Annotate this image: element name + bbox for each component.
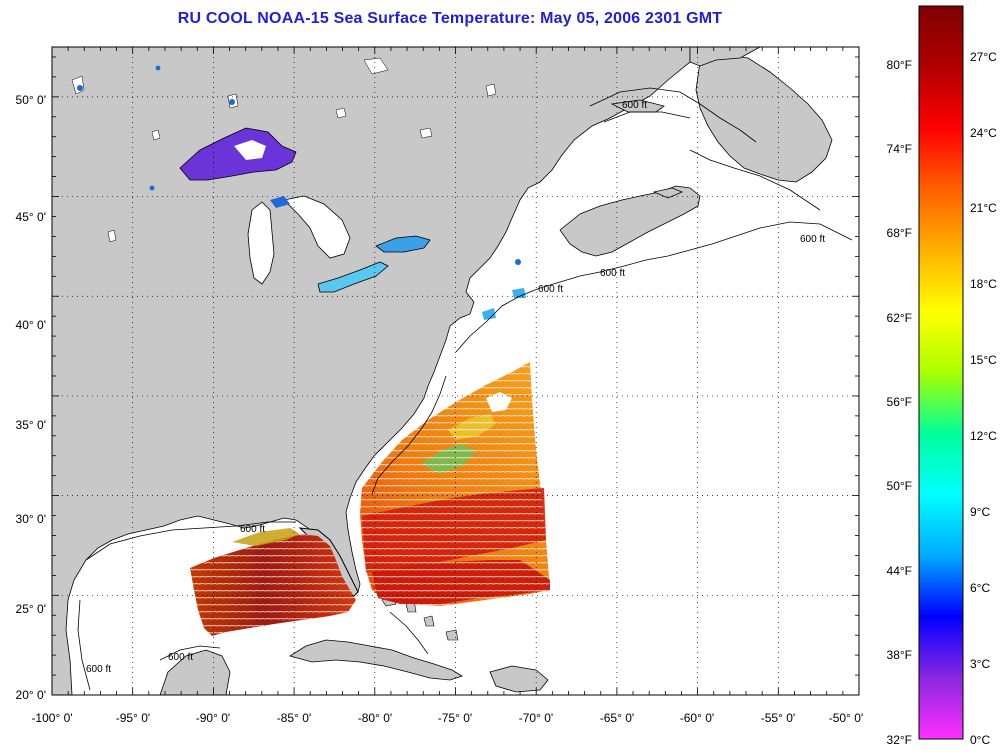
colorbar-c-label: 0°C [970,733,990,747]
contour-label-1: 600 ft [622,100,647,111]
land-anticosti [610,99,665,113]
lake-ontario [375,235,431,253]
y-tick-label: 50° 0' [16,93,46,107]
colorbar-c-label: 9°C [970,505,990,519]
colorbar-c-label: 24°C [970,126,997,140]
y-tick-label: 35° 0' [16,418,46,432]
colorbar-c-label: 15°C [970,353,997,367]
contour-label-6: 600 ft [168,652,193,663]
colorbar-f-label: 68°F [887,226,912,240]
y-tick-label: 45° 0' [16,210,46,224]
colorbar-f-label: 50°F [887,479,912,493]
map-plot-area: 600 ft 600 ft 600 ft 600 ft 600 ft 600 f… [52,47,859,695]
x-axis-labels: -100° 0' -95° 0' -90° 0' -85° 0' -80° 0'… [31,711,863,725]
colorbar-f-label: 32°F [887,733,912,747]
land-north-america [52,47,691,695]
colorbar-f-label: 38°F [887,648,912,662]
land-yucatan [159,649,231,695]
colorbar-fahrenheit-labels: 80°F 74°F 68°F 62°F 56°F 50°F 44°F 38°F … [887,58,912,747]
land-hispaniola [489,665,549,693]
land-maritimes [559,185,701,257]
y-tick-label: 30° 0' [16,512,46,526]
y-axis-labels: 50° 0' 45° 0' 40° 0' 35° 0' 30° 0' 25° 0… [16,93,46,702]
colorbar-c-label: 12°C [970,429,997,443]
lake-huron [283,195,351,259]
colorbar-c-label: 6°C [970,581,990,595]
land-labrador [689,47,761,67]
contour-label-5: 600 ft [240,524,265,535]
colorbar: 80°F 74°F 68°F 62°F 56°F 50°F 44°F 38°F … [887,5,997,747]
x-tick-label: -55° 0' [761,711,795,725]
lake-erie [317,261,389,293]
coastal-sst-specks [482,288,526,320]
lake-specks-blue [77,65,521,265]
colorbar-f-label: 74°F [887,142,912,156]
colorbar-c-label: 21°C [970,201,997,215]
y-tick-label: 40° 0' [16,318,46,332]
x-tick-label: -70° 0' [519,711,553,725]
contour-label-7: 600 ft [86,664,111,675]
gulf-sst-swath-lines [190,534,356,636]
colorbar-f-label: 56°F [887,395,912,409]
graticule-grid [52,47,859,695]
lake-superior-white [234,140,266,160]
x-tick-label: -95° 0' [116,711,150,725]
axis-ticks [51,47,860,696]
atlantic-sst-lines [360,362,550,606]
colorbar-f-label: 44°F [887,564,912,578]
x-tick-label: -90° 0' [196,711,230,725]
y-tick-label: 25° 0' [16,602,46,616]
gulf-sst-north-patch [232,528,300,546]
land-cuba [289,639,463,681]
map-title: RU COOL NOAA-15 Sea Surface Temperature:… [177,10,723,27]
land-pei [652,187,684,199]
colorbar-f-label: 62°F [887,311,912,325]
x-tick-label: -65° 0' [600,711,634,725]
x-tick-label: -80° 0' [358,711,392,725]
x-tick-label: -50° 0' [829,711,863,725]
land-newfoundland [695,53,833,183]
x-tick-label: -75° 0' [438,711,472,725]
shelf-contour-labels: 600 ft 600 ft 600 ft 600 ft 600 ft 600 f… [86,100,825,675]
x-tick-label: -60° 0' [680,711,714,725]
colorbar-celsius-labels: 27°C 24°C 21°C 18°C 15°C 12°C 9°C 6°C 3°… [970,50,997,747]
colorbar-c-label: 3°C [970,657,990,671]
contour-label-2: 600 ft [800,234,825,245]
lake-michigan [247,201,275,285]
colorbar-c-label: 18°C [970,277,997,291]
contour-label-4: 600 ft [538,284,563,295]
contour-label-3: 600 ft [600,268,625,279]
colorbar-scale [918,5,964,740]
lake-superior-blue-edge [270,196,290,208]
x-tick-label: -100° 0' [31,711,72,725]
colorbar-c-label: 27°C [970,50,997,64]
x-tick-label: -85° 0' [277,711,311,725]
colorbar-f-label: 80°F [887,58,912,72]
y-tick-label: 20° 0' [16,688,46,702]
